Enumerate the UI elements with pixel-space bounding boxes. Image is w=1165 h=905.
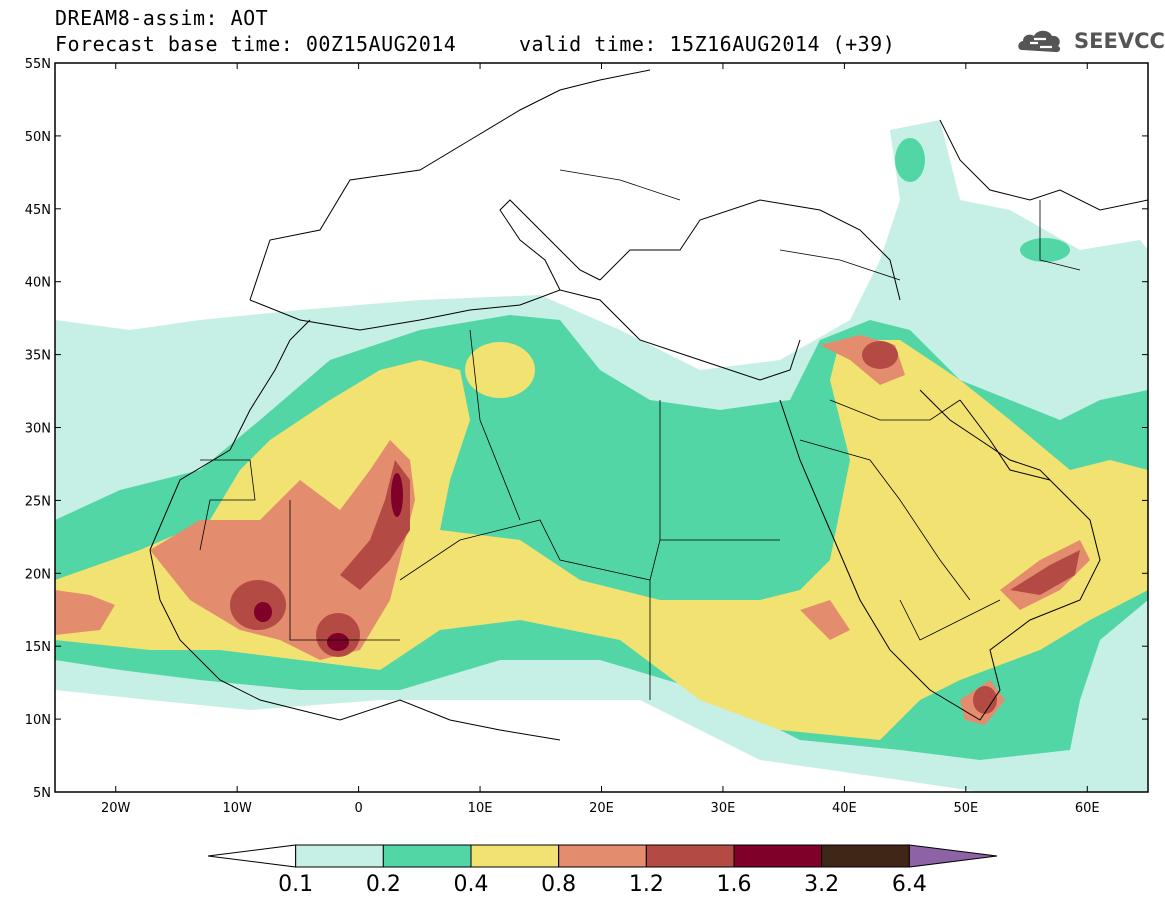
colorbar-segment — [733, 844, 823, 868]
logo-text: SEEVCCC — [1074, 29, 1165, 53]
colorbar-segment — [470, 844, 560, 868]
colorbar-label: 0.1 — [278, 872, 314, 897]
y-tick-label: 20N — [25, 567, 51, 582]
aot-blob — [862, 341, 898, 369]
cloud-icon — [1018, 30, 1061, 53]
y-tick-label: 10N — [25, 713, 51, 728]
y-tick-label: 30N — [25, 422, 51, 437]
chart-title: DREAM8-assim: AOT — [55, 6, 269, 30]
colorbar — [207, 844, 998, 868]
x-tick-label: 50E — [953, 801, 978, 816]
colorbar-segment — [908, 844, 998, 868]
y-tick-label: 15N — [25, 640, 51, 655]
chart-subtitle: Forecast base time: 00Z15AUG2014 valid t… — [55, 32, 896, 56]
x-tick-label: 40E — [832, 801, 857, 816]
axis-ticks: 55N 50N 45N 40N 35N 30N 25N 20N 15N 10N 5N 20W 10W 0 1… — [25, 57, 1148, 816]
aot-blob — [327, 633, 349, 651]
colorbar-segment — [558, 844, 647, 868]
colorbar-segment — [382, 844, 472, 868]
colorbar-segment — [207, 844, 297, 868]
y-tick-label: 50N — [25, 130, 51, 145]
coastlines — [149, 69, 1148, 741]
colorbar-segment — [295, 844, 384, 868]
borders — [199, 169, 1081, 700]
y-tick-label: 40N — [25, 276, 51, 291]
y-tick-label: 55N — [25, 57, 51, 72]
y-tick-label: 25N — [25, 494, 51, 509]
y-tick-label: 45N — [25, 203, 51, 218]
colorbar-segment — [645, 844, 735, 868]
x-tick-label: 10E — [468, 801, 493, 816]
colorbar-label: 6.4 — [891, 872, 927, 897]
aot-blob — [895, 138, 925, 182]
y-tick-label: 5N — [33, 786, 51, 801]
colorbar-label: 1.6 — [716, 872, 752, 897]
x-tick-label: 0 — [354, 801, 362, 816]
x-tick-label: 10W — [222, 801, 252, 816]
colorbar-label: 0.2 — [365, 872, 401, 897]
colorbar-label: 3.2 — [804, 872, 840, 897]
aot-layer-0.8 — [150, 440, 415, 660]
aot-blob — [465, 342, 535, 398]
aot-blob — [973, 686, 997, 714]
x-tick-label: 20E — [589, 801, 614, 816]
x-tick-label: 30E — [711, 801, 736, 816]
colorbar-label: 0.8 — [541, 872, 577, 897]
aot-blob — [391, 473, 403, 517]
colorbar-label: 1.2 — [628, 872, 664, 897]
aot-blob — [254, 602, 272, 622]
colorbar-label: 0.4 — [453, 872, 489, 897]
y-tick-label: 35N — [25, 349, 51, 364]
aot-layer-0.8 — [55, 590, 115, 635]
aot-layer-1.2 — [1010, 550, 1080, 595]
x-tick-label: 20W — [101, 801, 131, 816]
colorbar-segment — [821, 844, 910, 868]
aot-blob — [1020, 238, 1070, 262]
aot-layer-0.8 — [800, 600, 850, 640]
x-tick-label: 60E — [1075, 801, 1100, 816]
